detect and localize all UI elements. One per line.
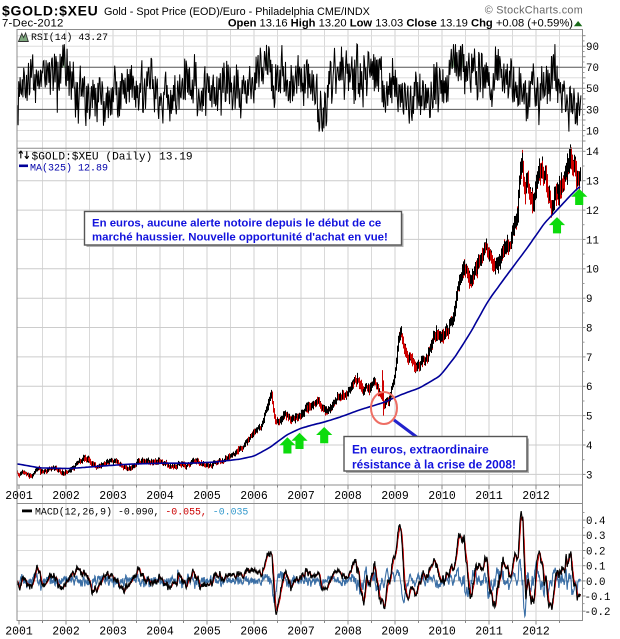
svg-text:30: 30 (586, 105, 599, 117)
svg-text:2005: 2005 (193, 625, 221, 638)
svg-text:2011: 2011 (475, 490, 503, 503)
svg-text:RSI(14) 43.27: RSI(14) 43.27 (31, 32, 108, 43)
svg-text:4: 4 (586, 441, 592, 453)
svg-text:2006: 2006 (240, 625, 268, 638)
svg-text:$GOLD:$XEU (Daily) 13.19: $GOLD:$XEU (Daily) 13.19 (32, 151, 193, 163)
svg-text:2008: 2008 (334, 490, 362, 503)
svg-text:-0.1: -0.1 (585, 592, 611, 604)
svg-text:11: 11 (586, 235, 599, 247)
svg-text:En euros, aucune alerte notoir: En euros, aucune alerte notoire depuis l… (92, 218, 381, 230)
svg-text:MACD(12,26,9) -0.090, -0.055,: MACD(12,26,9) -0.090, -0.055, -0.035 (35, 507, 248, 518)
svg-text:0.4: 0.4 (586, 516, 605, 528)
svg-text:50: 50 (586, 84, 599, 96)
svg-text:-0.2: -0.2 (585, 607, 611, 619)
svg-text:6: 6 (586, 382, 592, 394)
svg-text:2009: 2009 (381, 490, 409, 503)
svg-text:10: 10 (586, 126, 599, 138)
svg-text:2002: 2002 (52, 625, 80, 638)
svg-text:MA(325) 12.89: MA(325) 12.89 (30, 163, 108, 175)
svg-text:10: 10 (586, 265, 599, 277)
svg-text:90: 90 (586, 42, 599, 54)
svg-text:2003: 2003 (99, 490, 127, 503)
svg-text:Open 13.16 High 13.20 Low 13.0: Open 13.16 High 13.20 Low 13.03 Close 13… (228, 18, 573, 30)
svg-text:En euros, extraordinaire: En euros, extraordinaire (352, 443, 489, 457)
svg-text:2011: 2011 (475, 625, 503, 638)
svg-text:5: 5 (586, 412, 592, 424)
svg-text:7-Dec-2012: 7-Dec-2012 (2, 18, 64, 30)
svg-text:8: 8 (586, 323, 592, 335)
svg-text:2007: 2007 (287, 625, 315, 638)
svg-text:2010: 2010 (428, 490, 456, 503)
svg-text:0.3: 0.3 (586, 531, 605, 543)
svg-text:0.1: 0.1 (586, 562, 605, 574)
svg-text:2004: 2004 (146, 490, 174, 503)
svg-text:2002: 2002 (52, 490, 80, 503)
svg-text:2012: 2012 (522, 625, 550, 638)
svg-text:2007: 2007 (287, 490, 315, 503)
svg-text:2009: 2009 (381, 625, 409, 638)
svg-text:70: 70 (586, 63, 599, 75)
svg-text:résistance à la crise de 2008!: résistance à la crise de 2008! (352, 458, 516, 472)
svg-text:13: 13 (586, 177, 599, 189)
svg-text:2012: 2012 (522, 490, 550, 503)
svg-text:2001: 2001 (5, 490, 33, 503)
svg-text:2008: 2008 (334, 625, 362, 638)
svg-text:12: 12 (586, 206, 599, 218)
svg-text:2005: 2005 (193, 490, 221, 503)
svg-text:14: 14 (586, 147, 599, 159)
svg-text:2003: 2003 (99, 625, 127, 638)
svg-text:Gold - Spot Price (EOD)/Euro -: Gold - Spot Price (EOD)/Euro - Philadelp… (104, 6, 370, 18)
svg-text:$GOLD:$XEU: $GOLD:$XEU (2, 3, 98, 19)
svg-text:2001: 2001 (5, 625, 33, 638)
svg-text:marché haussier. Nouvelle oppo: marché haussier. Nouvelle opportunité d'… (92, 232, 388, 244)
svg-text:9: 9 (586, 294, 592, 306)
svg-text:2010: 2010 (428, 625, 456, 638)
svg-text:2006: 2006 (240, 490, 268, 503)
svg-text:7: 7 (586, 353, 592, 365)
svg-text:0.0: 0.0 (586, 577, 605, 589)
svg-text:3: 3 (586, 470, 592, 482)
svg-text:© StockCharts.com: © StockCharts.com (485, 5, 583, 17)
svg-text:2004: 2004 (146, 625, 174, 638)
svg-text:0.2: 0.2 (586, 546, 605, 558)
